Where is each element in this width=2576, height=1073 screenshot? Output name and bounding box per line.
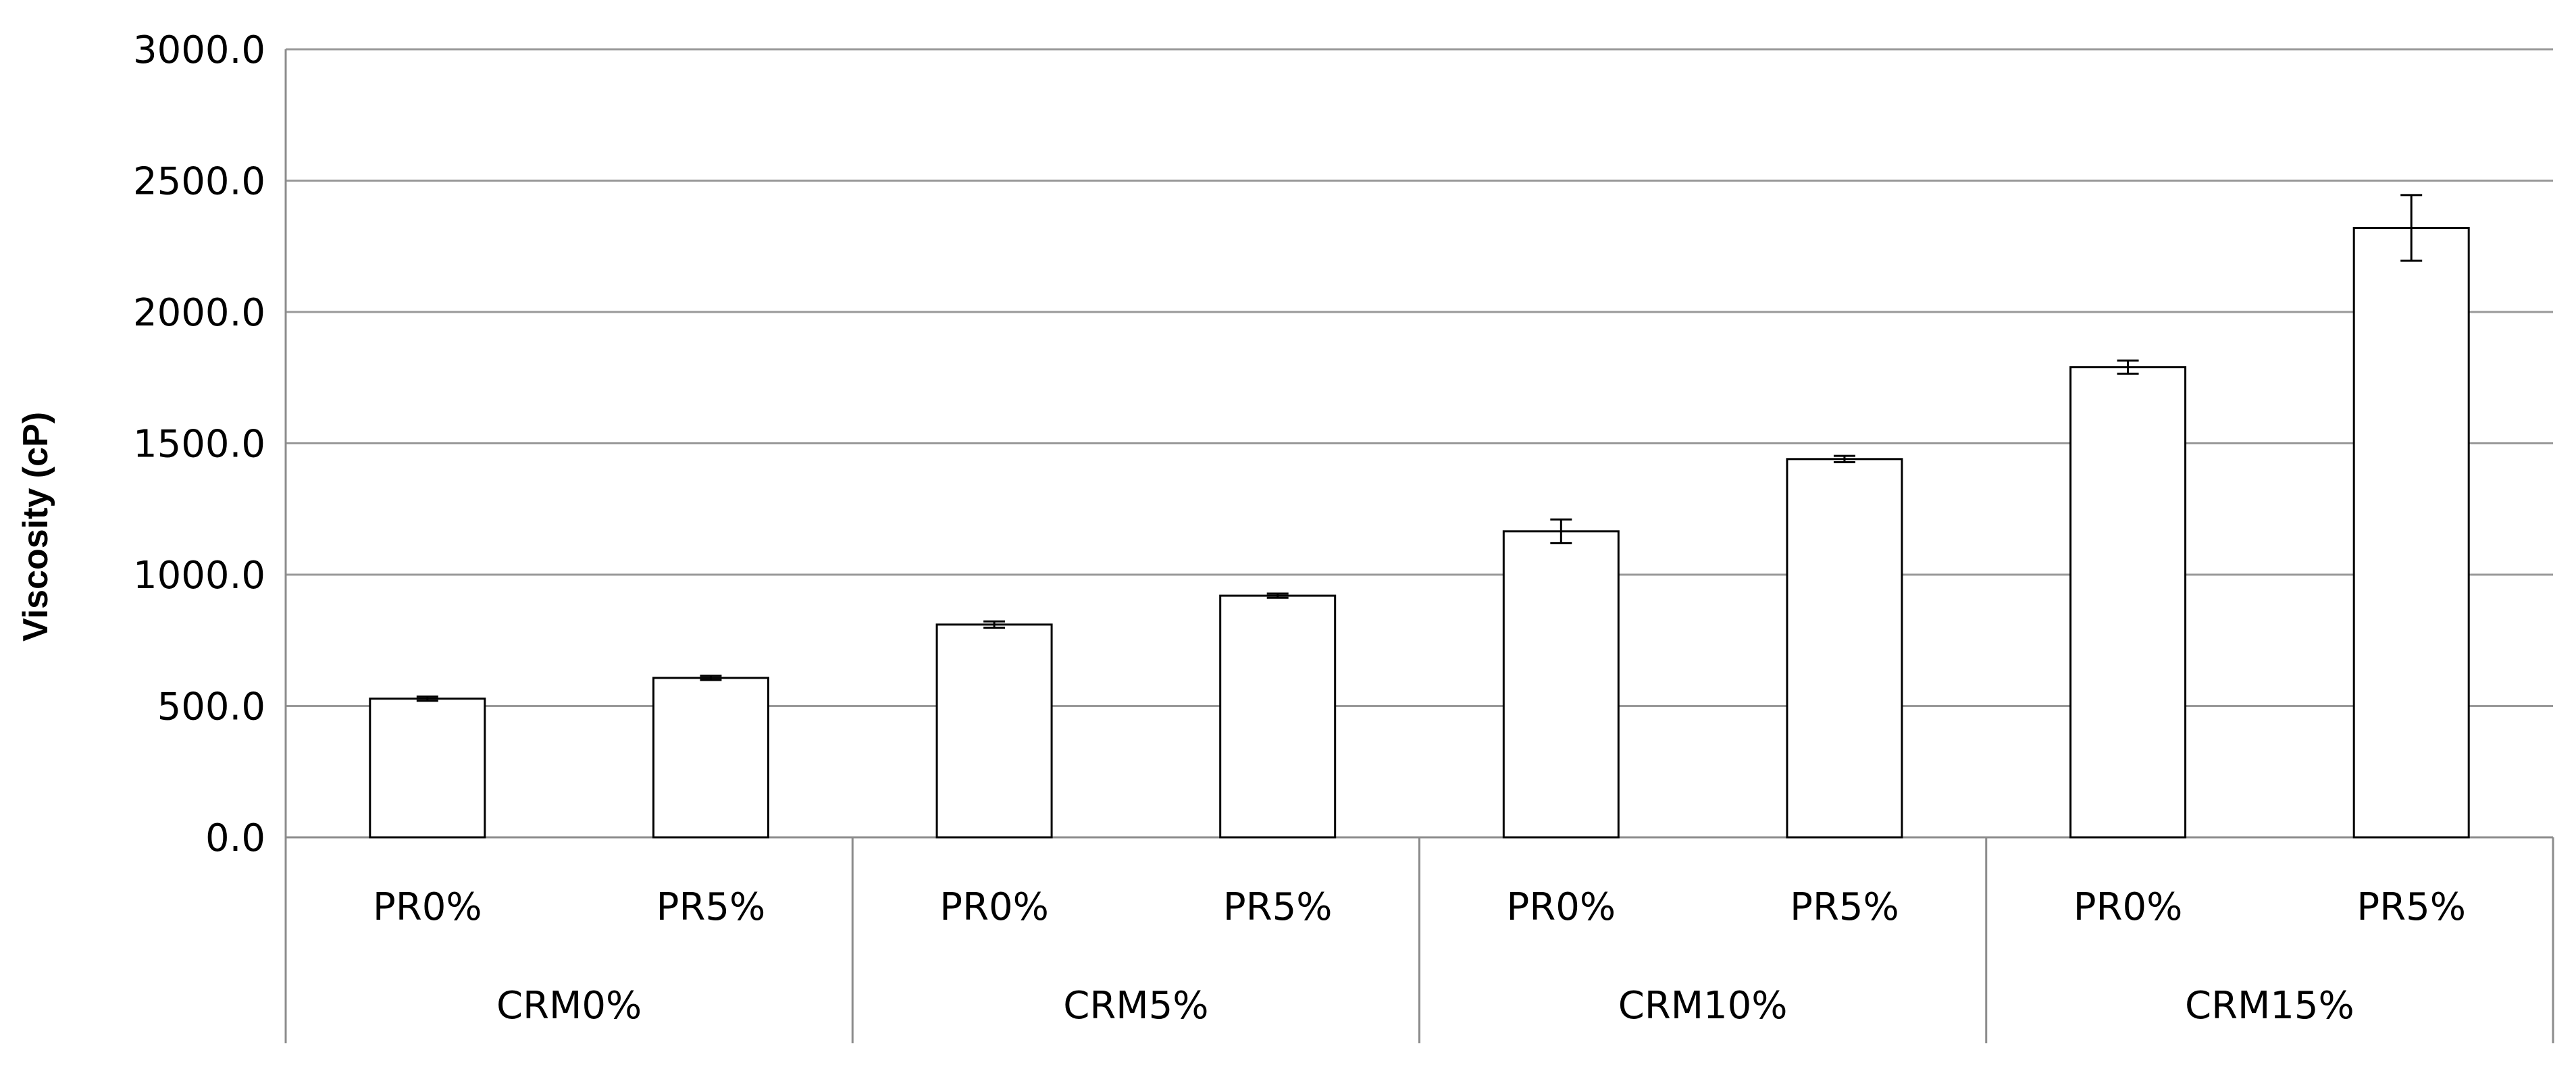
x-group-label: CRM10% xyxy=(1618,984,1788,1028)
x-group-label: CRM5% xyxy=(1063,984,1208,1028)
y-axis-title: Viscosity (cP) xyxy=(16,412,55,642)
x-group-label: CRM15% xyxy=(2185,984,2354,1028)
y-tick-label: 3000.0 xyxy=(133,28,265,72)
y-tick-label: 1000.0 xyxy=(133,554,265,598)
bar xyxy=(935,623,1053,839)
x-category-label: PR0% xyxy=(1507,885,1616,929)
x-category-label: PR0% xyxy=(373,885,482,929)
bars xyxy=(369,194,2470,839)
bar xyxy=(1502,530,1620,839)
bar xyxy=(1786,458,1903,839)
x-category-label: PR0% xyxy=(939,885,1049,929)
bar xyxy=(1219,594,1337,839)
bar xyxy=(2069,366,2187,839)
gridlines xyxy=(286,48,2553,839)
x-category-label: PR5% xyxy=(1223,885,1333,929)
y-tick-label: 2500.0 xyxy=(133,160,265,204)
bar xyxy=(652,677,769,839)
y-tick-label: 500.0 xyxy=(157,685,265,729)
x-category-label: PR5% xyxy=(2356,885,2466,929)
y-tick-label: 1500.0 xyxy=(133,423,265,467)
x-category-label: PR0% xyxy=(2073,885,2183,929)
x-group-label: CRM0% xyxy=(496,984,642,1028)
bar xyxy=(369,698,486,839)
y-tick-label: 0.0 xyxy=(205,816,265,860)
x-category-label: PR5% xyxy=(656,885,766,929)
bar xyxy=(2352,227,2470,839)
y-tick-label: 2000.0 xyxy=(133,291,265,335)
labels: 0.0 500.0 1000.0 1500.0 2000.0 2500.0 3000.0 PR… xyxy=(133,28,2466,1028)
x-category-label: PR5% xyxy=(1790,885,1899,929)
axes xyxy=(284,49,2554,1043)
